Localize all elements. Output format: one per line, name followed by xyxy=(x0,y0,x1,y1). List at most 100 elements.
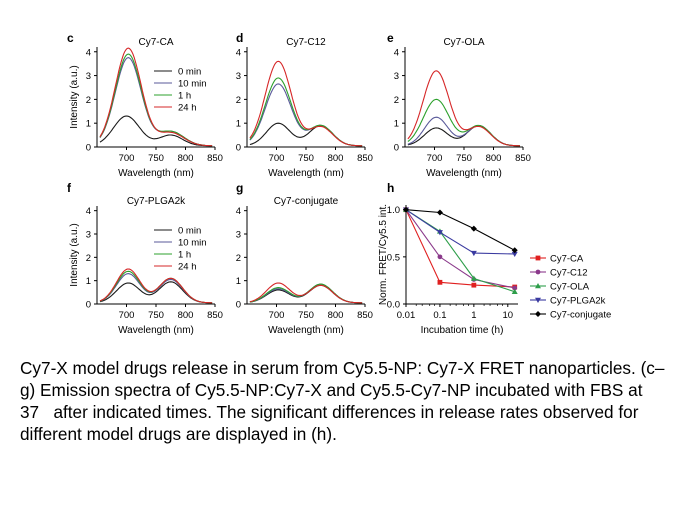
series-line-cy7-ca xyxy=(405,209,515,288)
panel-title: Cy7-OLA xyxy=(443,37,484,48)
panel-label-h: h xyxy=(387,181,394,195)
series-line-24-h xyxy=(99,47,213,147)
y-tick-label: 2 xyxy=(236,253,241,264)
figure-caption: Cy7-X model drugs release in serum from … xyxy=(20,358,665,444)
x-tick-label: 700 xyxy=(269,153,285,164)
series-line-24-h xyxy=(249,60,363,147)
series-line-0-min xyxy=(249,122,363,147)
legend-label: 24 h xyxy=(178,262,197,273)
panel-title: Cy7-conjugate xyxy=(274,196,339,207)
series-line-cy7-plga2k xyxy=(405,209,515,255)
data-point-cy7-plga2k xyxy=(436,230,443,236)
y-tick-label: 4 xyxy=(236,206,241,217)
legend-label: 24 h xyxy=(178,103,197,114)
x-tick-label: 850 xyxy=(357,153,373,164)
y-tick-label: 3 xyxy=(86,230,91,241)
x-axis-label: Wavelength (nm) xyxy=(118,168,194,179)
x-tick-label: 850 xyxy=(515,153,531,164)
x-tick-label: 1 xyxy=(471,310,476,321)
series-line-cy7-c12 xyxy=(405,209,515,289)
x-tick-label: 750 xyxy=(456,153,472,164)
data-point-cy7-ola xyxy=(470,275,477,281)
panel-label-e: e xyxy=(387,31,394,45)
x-tick-label: 850 xyxy=(207,310,223,321)
y-tick-label: 1.0 xyxy=(387,205,400,216)
data-point-cy7-conjugate xyxy=(436,209,443,216)
legend-label: 10 min xyxy=(178,238,207,249)
y-tick-label: 4 xyxy=(236,47,241,58)
series-line-1-h xyxy=(99,270,213,304)
data-point-cy7-plga2k xyxy=(470,250,477,257)
panel-title: Cy7-CA xyxy=(138,37,173,48)
y-tick-label: 4 xyxy=(86,47,91,58)
y-axis-label: Intensity (a.u.) xyxy=(69,223,80,286)
x-axis-label: Wavelength (nm) xyxy=(426,168,502,179)
series-line-24-h xyxy=(407,70,520,147)
x-tick-label: 700 xyxy=(119,153,135,164)
legend-label: 1 h xyxy=(178,91,191,102)
y-axis-label: Intensity (a.u.) xyxy=(69,65,80,128)
y-tick-label: 1 xyxy=(86,119,91,130)
series-line-0-min xyxy=(99,115,213,147)
legend-label: Cy7-conjugate xyxy=(550,310,611,321)
panel-label-g: g xyxy=(236,181,243,195)
x-tick-label: 700 xyxy=(269,310,285,321)
x-tick-label: 750 xyxy=(148,310,164,321)
x-axis-label: Wavelength (nm) xyxy=(268,325,344,336)
data-point-cy7-conjugate xyxy=(470,225,477,232)
y-tick-label: 1 xyxy=(394,119,399,130)
series-line-10-min xyxy=(99,273,213,304)
series-line-1-h xyxy=(407,98,521,147)
x-tick-label: 750 xyxy=(148,153,164,164)
y-tick-label: 0 xyxy=(236,143,241,154)
x-axis-label: Wavelength (nm) xyxy=(118,325,194,336)
panel-label-f: f xyxy=(67,181,72,195)
y-tick-label: 0.0 xyxy=(387,300,400,311)
series-line-cy7-conjugate xyxy=(405,209,515,251)
y-tick-label: 0 xyxy=(86,300,91,311)
x-tick-label: 10 xyxy=(502,310,513,321)
panel-title: Cy7-PLGA2k xyxy=(127,196,186,207)
y-tick-label: 0.5 xyxy=(387,252,400,263)
data-point-cy7-conjugate xyxy=(511,247,518,254)
data-point-cy7-c12 xyxy=(437,254,443,260)
data-point-cy7-c12 xyxy=(512,285,518,291)
x-tick-label: 850 xyxy=(357,310,373,321)
x-tick-label: 800 xyxy=(178,153,194,164)
x-tick-label: 800 xyxy=(328,153,344,164)
y-axis-label: Norm. FRET/Cy5.5 int. xyxy=(378,204,389,305)
series-line-24-h xyxy=(249,282,363,304)
y-tick-label: 3 xyxy=(236,71,241,82)
x-axis-label: Wavelength (nm) xyxy=(268,168,344,179)
legend-marker xyxy=(535,283,541,289)
legend-label: Cy7-OLA xyxy=(550,282,590,293)
y-tick-label: 2 xyxy=(86,95,91,106)
x-tick-label: 750 xyxy=(298,310,314,321)
legend-label: Cy7-CA xyxy=(550,254,584,265)
y-tick-label: 2 xyxy=(86,253,91,264)
series-line-10-min xyxy=(249,83,363,147)
data-point-cy7-conjugate xyxy=(403,206,409,213)
legend-label: Cy7-PLGA2k xyxy=(550,296,606,307)
x-tick-label: 800 xyxy=(328,310,344,321)
legend-label: 0 min xyxy=(178,67,201,78)
y-tick-label: 3 xyxy=(236,230,241,241)
y-tick-label: 2 xyxy=(394,95,399,106)
y-tick-label: 1 xyxy=(236,276,241,287)
legend-marker xyxy=(535,255,541,261)
legend-marker xyxy=(535,311,541,317)
x-tick-label: 0.01 xyxy=(397,310,416,321)
y-tick-label: 0 xyxy=(236,300,241,311)
panel-label-c: c xyxy=(67,31,74,45)
y-tick-label: 1 xyxy=(86,276,91,287)
x-tick-label: 850 xyxy=(207,153,223,164)
x-tick-label: 700 xyxy=(119,310,135,321)
x-tick-label: 800 xyxy=(178,310,194,321)
y-tick-label: 3 xyxy=(86,71,91,82)
panel-label-d: d xyxy=(236,31,243,45)
y-tick-label: 3 xyxy=(394,71,399,82)
x-tick-label: 0.1 xyxy=(433,310,446,321)
y-tick-label: 0 xyxy=(394,143,399,154)
y-tick-label: 4 xyxy=(394,47,399,58)
data-point-cy7-ola xyxy=(511,288,518,294)
